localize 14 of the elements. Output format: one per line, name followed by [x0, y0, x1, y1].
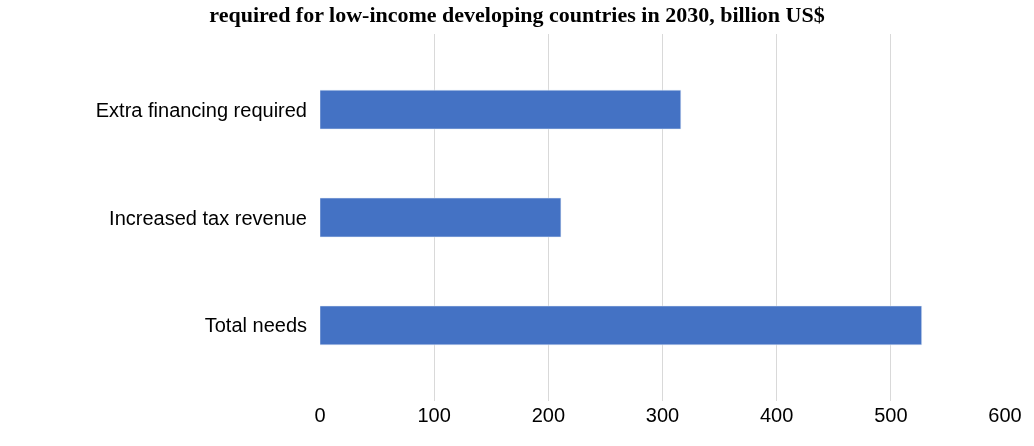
y-tick-label: Total needs — [204, 314, 307, 337]
x-tick-label: 200 — [531, 404, 566, 426]
chart-title: required for low-income developing countries in 2030, billion US$ — [209, 2, 825, 28]
x-tick-label: 0 — [314, 404, 326, 426]
x-tick-label: 400 — [759, 404, 794, 426]
bar — [320, 89, 682, 130]
x-tick-label: 600 — [988, 404, 1022, 426]
bar — [320, 305, 922, 346]
x-tick-label: 500 — [874, 404, 908, 426]
y-tick-label: Increased tax revenue — [109, 206, 307, 229]
x-tick-label: 100 — [417, 404, 451, 426]
bar — [320, 197, 562, 238]
x-tick-label: 300 — [645, 404, 680, 426]
y-tick-label: Extra financing required — [95, 98, 307, 121]
